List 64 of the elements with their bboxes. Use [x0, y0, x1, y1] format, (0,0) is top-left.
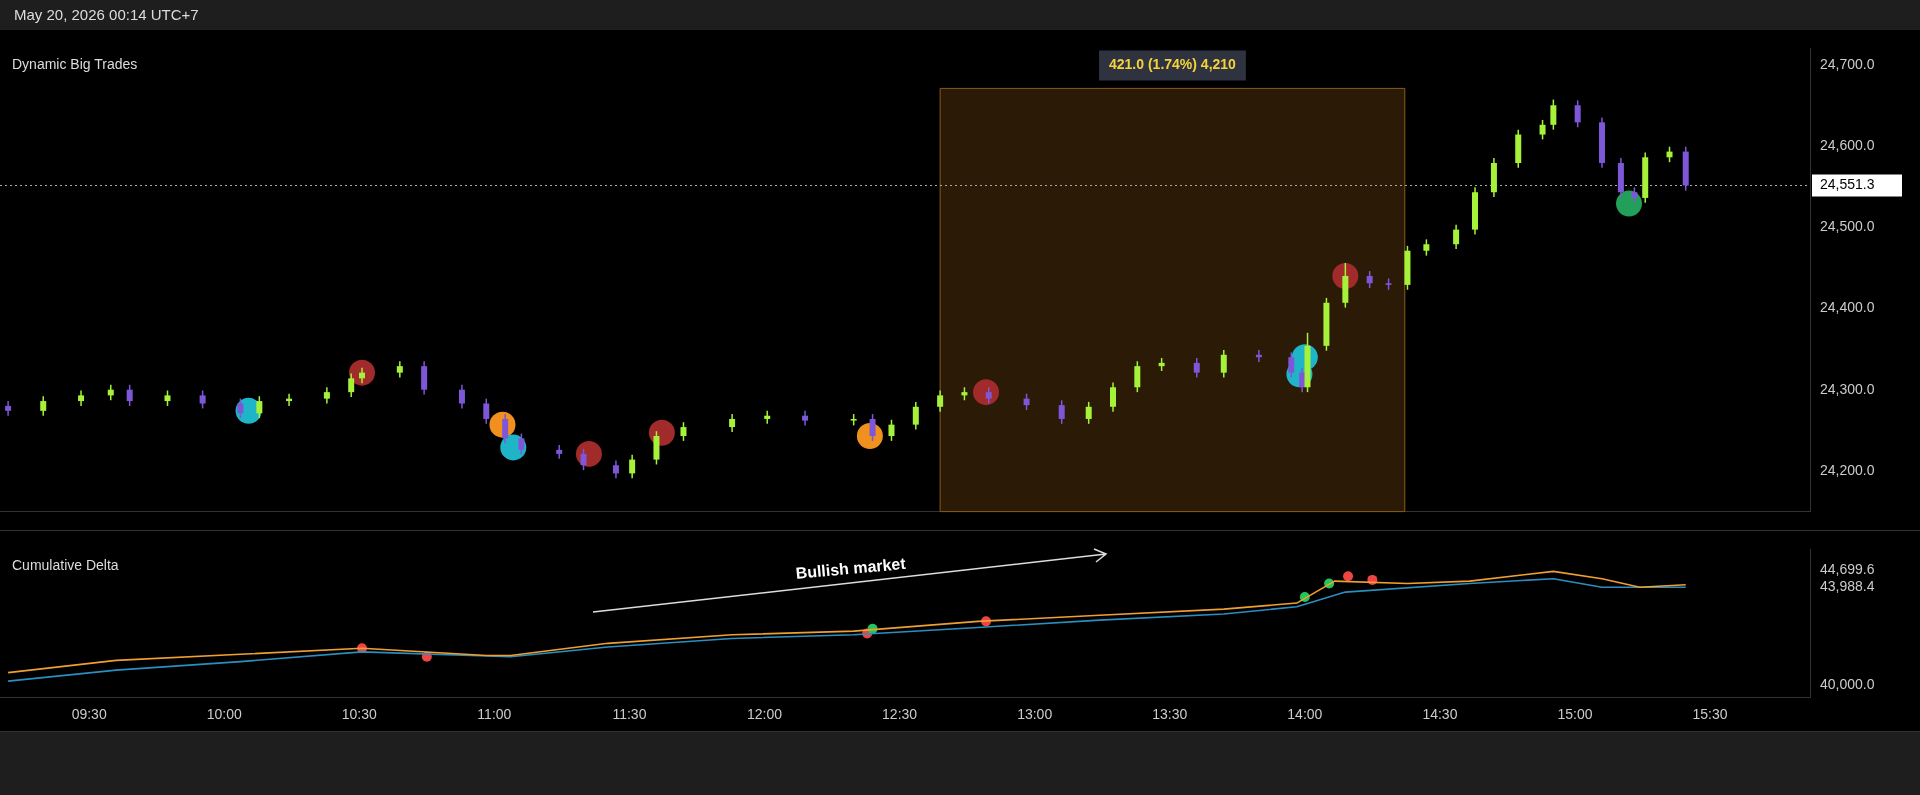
point	[973, 379, 1000, 406]
y-tick-label: 24,600.0	[1820, 136, 1875, 153]
candlestick	[580, 448, 587, 471]
candlestick	[680, 421, 687, 442]
candlestick	[348, 372, 355, 398]
candlestick	[1453, 223, 1460, 250]
candlestick	[629, 453, 636, 480]
candlestick	[126, 384, 133, 407]
chart-subtitle: May 20, 2026 00:14 UTC+7	[13, 5, 200, 25]
candlestick	[1550, 98, 1557, 131]
point	[1616, 190, 1642, 217]
candlestick	[40, 395, 47, 417]
x-tick-label: 12:30	[882, 706, 918, 723]
y-tick-label: 24,300.0	[1820, 380, 1875, 397]
x-tick-label: 15:30	[1692, 706, 1728, 723]
y-tick-label: 24,700.0	[1820, 55, 1875, 72]
y-tick-label: 43,988.4	[1820, 578, 1875, 595]
candlestick	[1193, 357, 1200, 379]
candlestick	[421, 360, 428, 396]
candlestick	[1539, 119, 1546, 141]
candlestick	[1288, 351, 1295, 379]
text: Dynamic Big Trades	[12, 56, 138, 73]
candlestick	[937, 389, 944, 413]
candlestick	[764, 410, 771, 425]
candlestick	[458, 384, 465, 410]
candlestick	[1134, 360, 1141, 393]
candlestick	[256, 395, 263, 419]
candlestick	[5, 400, 12, 417]
ref-line-label: 24,551.3	[1820, 176, 1875, 193]
x-tick-label: 10:00	[206, 706, 242, 723]
candlestick	[483, 397, 490, 425]
annotation: Bullish market	[794, 554, 907, 582]
y-tick-label: 44,699.6	[1820, 561, 1875, 578]
candlestick	[653, 430, 660, 466]
x-tick-label: 11:30	[612, 706, 647, 723]
x-tick-label: 14:00	[1287, 706, 1323, 723]
point	[1343, 571, 1354, 582]
candlestick	[1085, 401, 1092, 425]
candlestick	[1220, 349, 1227, 379]
x-tick-label: 13:00	[1017, 706, 1053, 723]
candlestick	[869, 413, 876, 442]
candlestick	[888, 419, 895, 442]
y-tick-label: 24,400.0	[1820, 299, 1875, 316]
x-tick-label: 12:00	[747, 706, 783, 723]
y-tick-label: 24,200.0	[1820, 461, 1875, 478]
candlestick	[237, 397, 244, 419]
candlestick	[1299, 367, 1306, 393]
candlestick	[912, 401, 919, 431]
candlestick	[1574, 99, 1581, 128]
candlestick	[1058, 399, 1065, 425]
x-tick-label: 14:30	[1422, 706, 1458, 723]
candlestick	[556, 444, 563, 460]
candlestick	[502, 413, 509, 445]
x-tick-label: 10:30	[341, 706, 378, 723]
y-tick-label: 40,000.0	[1820, 675, 1875, 692]
x-tick-label: 09:30	[71, 706, 107, 723]
x-tick-label: 13:30	[1152, 706, 1188, 723]
band-label: 421.0 (1.74%) 4,210	[1109, 56, 1237, 73]
x-tick-label: 15:00	[1557, 706, 1593, 723]
candlestick	[1110, 381, 1117, 413]
x-tick-label: 11:00	[477, 706, 512, 723]
candlestick	[518, 432, 525, 456]
text: Cumulative Delta	[12, 557, 119, 574]
y-tick-label: 24,500.0	[1820, 218, 1875, 235]
